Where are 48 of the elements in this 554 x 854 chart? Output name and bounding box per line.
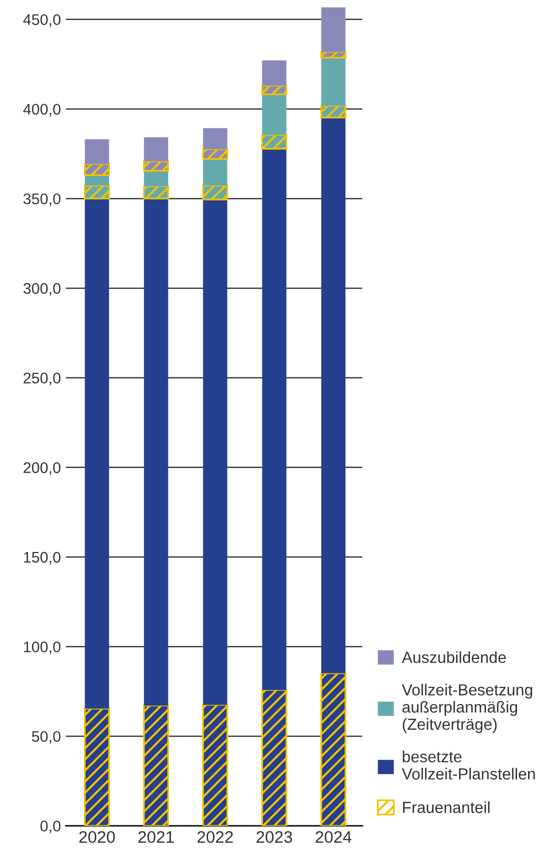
bar (144, 198, 168, 706)
bar (203, 158, 228, 186)
bar (84, 162, 110, 176)
y-tick-label: 450,0 (23, 14, 60, 27)
y-tick-label: 50,0 (32, 731, 60, 744)
bar (321, 118, 346, 674)
bar (320, 672, 346, 826)
bar (84, 198, 110, 709)
bar (84, 708, 110, 826)
bar (261, 134, 288, 150)
x-tick-label: 2023 (256, 831, 292, 843)
x-tick-label: 2021 (138, 831, 174, 843)
bar (144, 137, 168, 162)
bar (321, 7, 346, 52)
bar (262, 148, 286, 690)
x-tick-label: 2024 (316, 831, 352, 843)
text: Frauenanteil (403, 801, 490, 814)
y-tick-label: 400,0 (23, 104, 60, 116)
bar (262, 60, 286, 86)
x-tick-label: 2020 (79, 831, 115, 843)
y-tick-label: 300,0 (23, 283, 60, 296)
bar (320, 104, 346, 118)
bar (202, 704, 228, 826)
bar (203, 128, 228, 150)
bar (321, 58, 346, 106)
bar (144, 170, 168, 186)
y-tick-label: 0,0 (40, 820, 60, 834)
bar (261, 84, 288, 96)
bar (202, 148, 228, 160)
y-tick-label: 150,0 (24, 552, 60, 564)
bar (84, 139, 110, 164)
bar (84, 184, 110, 200)
y-tick-label: 100,0 (24, 641, 60, 654)
y-tick-label: 250,0 (24, 372, 60, 386)
bar (261, 689, 288, 826)
bar (202, 184, 228, 200)
bar (84, 175, 110, 186)
y-tick-label: 200,0 (24, 462, 60, 475)
bar (203, 199, 228, 705)
legend-label: besetzte Vollzeit-Planstellen (402, 750, 535, 780)
legend-label: Vollzeit-Besetzung außerplanmäßig (Zeitverträge) (402, 684, 532, 734)
legend-label: Auszubildende (402, 651, 506, 664)
x-tick-label: 2022 (197, 831, 233, 843)
bar (143, 160, 170, 172)
bar (262, 94, 286, 135)
bar (143, 185, 170, 200)
bar (143, 704, 170, 826)
y-tick-label: 350,0 (23, 193, 60, 206)
